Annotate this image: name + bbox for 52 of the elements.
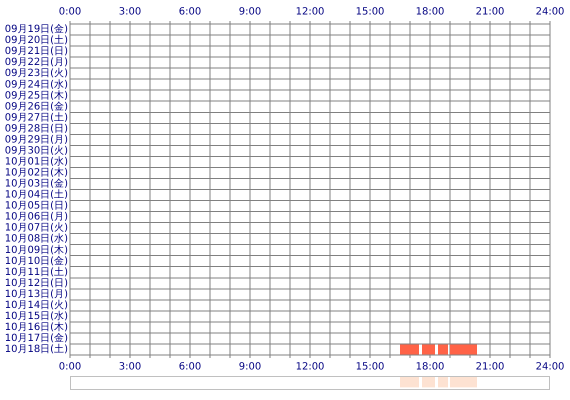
y-tick-label: 10月01日(水) bbox=[4, 156, 68, 168]
y-tick-label: 10月09日(木) bbox=[4, 244, 68, 256]
x-tick-label: 0:00 bbox=[58, 6, 82, 18]
y-tick-label: 10月18日(土) bbox=[4, 343, 68, 356]
y-tick-label: 10月08日(水) bbox=[4, 232, 68, 245]
y-tick-label: 10月12日(日) bbox=[4, 278, 68, 289]
x2-tick-label: 15:00 bbox=[356, 362, 384, 373]
y-tick-label: 09月20日(土) bbox=[4, 34, 68, 46]
y-tick-label: 10月10日(金) bbox=[4, 254, 68, 267]
x2-tick-label: 18:00 bbox=[416, 362, 444, 373]
x2-tick-label: 9:00 bbox=[238, 362, 262, 373]
y-tick-label: 09月24日(水) bbox=[4, 78, 68, 90]
y-tick-label: 09月19日(金) bbox=[4, 23, 68, 36]
x2-tick-label: 21:00 bbox=[476, 362, 504, 373]
y-tick-label: 09月23日(火) bbox=[4, 67, 68, 80]
y-tick-label: 10月14日(火) bbox=[4, 298, 68, 311]
x2-tick-label: 12:00 bbox=[296, 362, 324, 373]
y-tick-label: 10月07日(火) bbox=[4, 222, 68, 234]
y-tick-label: 09月29日(月) bbox=[4, 134, 68, 146]
y-tick-label: 10月15日(水) bbox=[4, 310, 68, 322]
y-tick-label: 09月30日(火) bbox=[4, 144, 68, 156]
y-tick-label: 09月22日(月) bbox=[4, 57, 68, 68]
x2-tick-label: 0:00 bbox=[58, 362, 82, 373]
x2-tick-label: 24:00 bbox=[536, 362, 564, 373]
bar bbox=[438, 376, 448, 388]
x-tick-label: 15:00 bbox=[356, 6, 384, 18]
y-tick-label: 10月04日(土) bbox=[4, 188, 68, 201]
y-tick-label: 09月27日(土) bbox=[4, 111, 68, 124]
bar bbox=[422, 376, 435, 388]
x-tick-label: 3:00 bbox=[118, 6, 142, 18]
x-tick-label: 9:00 bbox=[238, 6, 262, 18]
x-tick-label: 21:00 bbox=[476, 6, 504, 18]
y-tick-label: 10月13日(月) bbox=[4, 288, 68, 300]
x-tick-label: 18:00 bbox=[416, 6, 444, 18]
y-tick-label: 09月21日(日) bbox=[4, 46, 68, 58]
x-tick-label: 6:00 bbox=[178, 6, 202, 18]
x-tick-label: 24:00 bbox=[536, 6, 564, 18]
y-tick-label: 10月16日(木) bbox=[4, 321, 68, 334]
x2-tick-label: 6:00 bbox=[178, 362, 202, 373]
x2-tick-label: 3:00 bbox=[118, 362, 142, 373]
y-tick-label: 10月03日(金) bbox=[4, 178, 68, 190]
y-tick-label: 10月02日(木) bbox=[4, 166, 68, 179]
bar bbox=[450, 376, 477, 388]
x-tick-label: 12:00 bbox=[296, 6, 324, 18]
y-tick-label: 09月28日(日) bbox=[4, 123, 68, 134]
y-tick-label: 09月25日(木) bbox=[4, 89, 68, 102]
bar bbox=[400, 376, 419, 388]
y-tick-label: 09月26日(金) bbox=[4, 100, 68, 112]
y-tick-label: 10月11日(土) bbox=[4, 266, 68, 278]
y-tick-label: 10月17日(金) bbox=[4, 332, 68, 344]
y-tick-label: 10月05日(日) bbox=[4, 200, 68, 212]
y-tick-label: 10月06日(月) bbox=[4, 212, 68, 223]
